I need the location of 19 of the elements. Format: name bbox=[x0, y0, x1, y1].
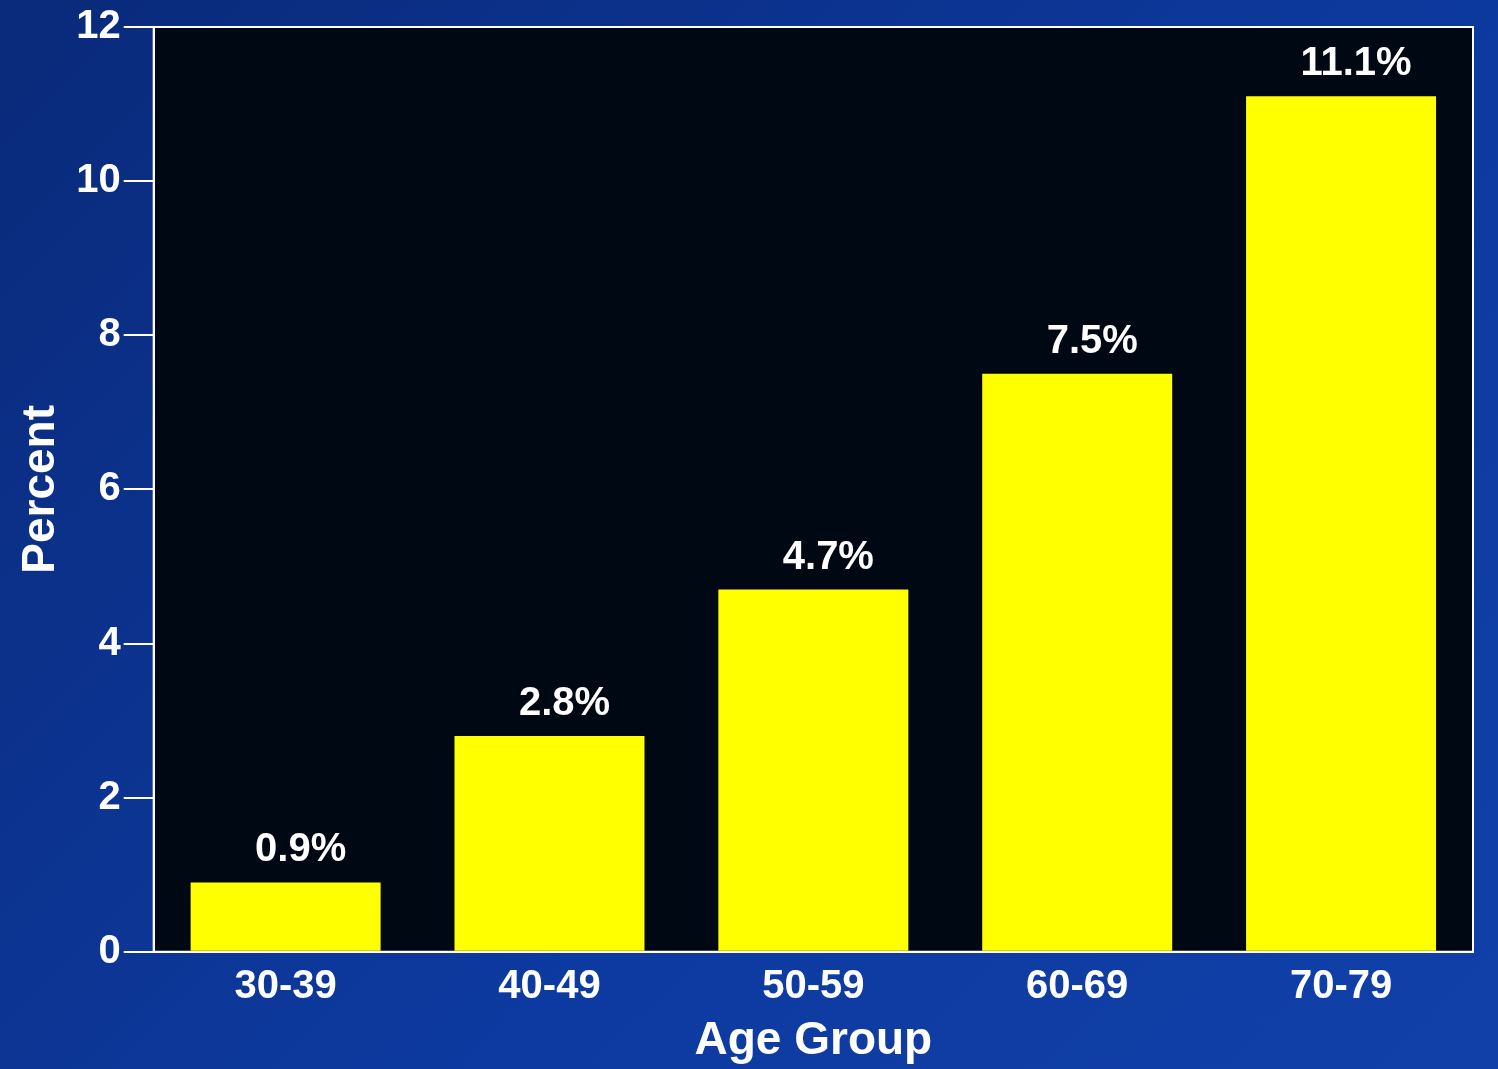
x-tick-label: 40-49 bbox=[498, 961, 601, 1006]
y-tick-label: 8 bbox=[98, 310, 121, 355]
data-label: 4.7% bbox=[782, 532, 874, 577]
x-tick-label: 30-39 bbox=[234, 961, 337, 1006]
y-tick-label: 6 bbox=[98, 464, 121, 509]
y-tick-label: 4 bbox=[98, 618, 122, 663]
y-tick-label: 0 bbox=[98, 926, 121, 971]
data-label: 0.9% bbox=[255, 825, 347, 870]
x-tick-label: 70-79 bbox=[1289, 961, 1393, 1006]
y-tick-label: 2 bbox=[98, 772, 121, 817]
y-tick-label: 10 bbox=[76, 156, 121, 201]
data-label: 11.1% bbox=[1300, 39, 1412, 84]
y-tick-label: 12 bbox=[76, 2, 121, 47]
x-tick-label: 50-59 bbox=[762, 961, 865, 1006]
x-tick-label: 60-69 bbox=[1026, 961, 1129, 1006]
data-label: 2.8% bbox=[518, 679, 611, 724]
y-axis-title: Percent bbox=[12, 405, 65, 574]
data-label: 7.5% bbox=[1046, 316, 1138, 361]
x-axis-title: Age Group bbox=[694, 1012, 933, 1065]
